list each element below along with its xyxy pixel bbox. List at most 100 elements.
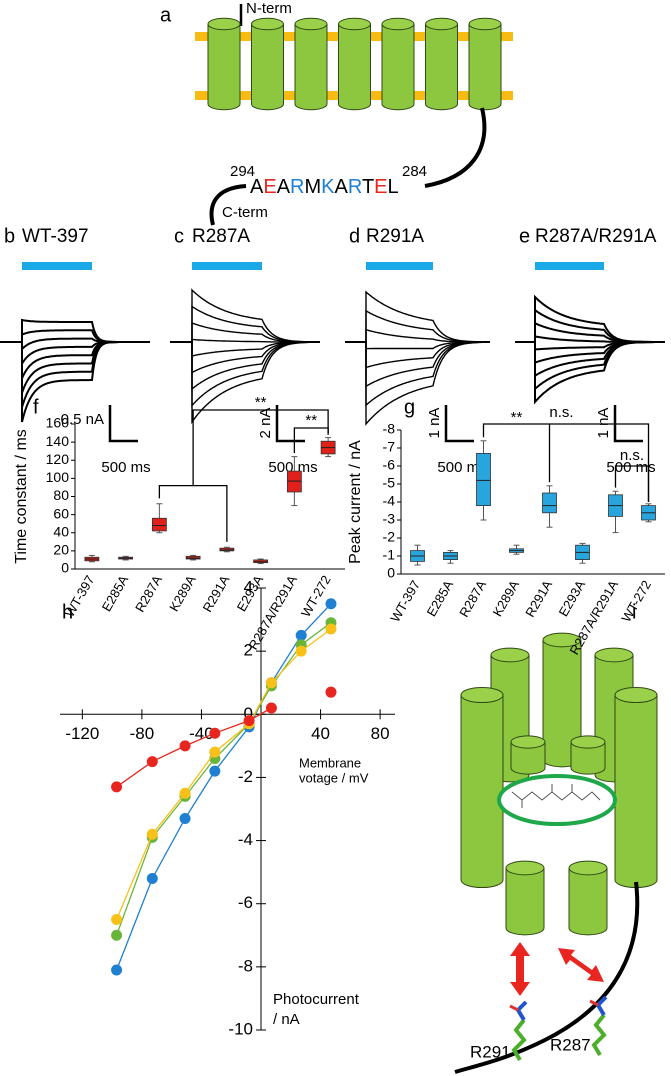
y-tick-label: 0	[61, 560, 69, 576]
x-tick-label: 80	[371, 724, 390, 743]
cylinder-top	[568, 860, 608, 876]
cylinder-top	[614, 686, 658, 704]
light-bar	[192, 262, 262, 270]
x-axis-label: votage / mV	[299, 771, 369, 786]
data-point	[179, 812, 191, 824]
x-tick-label: E293A	[556, 577, 589, 619]
current-scale: 1 nA	[595, 408, 612, 439]
cylinder	[338, 23, 371, 111]
panel-i: i R291 R287	[454, 601, 658, 1074]
significance-bracket	[192, 409, 329, 486]
cylinder	[425, 23, 458, 111]
cylinder-top	[294, 17, 328, 31]
y-tick-label: -4	[383, 493, 396, 509]
x-tick-label: 40	[311, 724, 330, 743]
data-point	[179, 787, 191, 799]
c-tail	[424, 107, 487, 188]
y-tick-label: 4	[244, 577, 253, 596]
scale-bar	[613, 405, 643, 443]
current-trace	[345, 341, 491, 426]
data-point	[111, 929, 123, 941]
y-tick-label: -8	[238, 956, 253, 975]
scale-bar	[108, 405, 138, 443]
cylinder	[510, 741, 546, 775]
x-tick-label: WT-397	[387, 578, 423, 625]
y-axis-label: / nA	[273, 1011, 300, 1028]
residue: R	[290, 176, 304, 198]
y-tick-label: 160	[46, 415, 70, 431]
c-tail	[209, 184, 247, 226]
current-trace	[345, 341, 490, 407]
panel-label: i	[632, 601, 636, 623]
data-point	[325, 623, 337, 635]
y-tick-label: -10	[228, 1019, 253, 1038]
panel-label: c	[174, 225, 184, 247]
y-tick-label: 140	[46, 433, 70, 449]
cylinder	[568, 867, 608, 936]
y-tick-label: -6	[383, 457, 396, 473]
data-point	[209, 727, 221, 739]
x-tick-label: -120	[65, 724, 99, 743]
panel-a: a N-term 294 284 AEARMKARTEL C-term	[160, 0, 513, 226]
y-tick-label: -3	[383, 511, 396, 527]
panel-label: e	[519, 225, 530, 247]
time-scale: 500 ms	[101, 459, 150, 476]
residue: A	[335, 176, 349, 198]
side-chain	[589, 999, 599, 1007]
y-tick-label: 2	[244, 641, 253, 660]
current-trace	[345, 328, 490, 343]
residue: K	[321, 176, 335, 198]
cylinder	[468, 23, 502, 111]
cylinder	[251, 23, 284, 111]
current-trace	[515, 341, 665, 405]
residue: E	[374, 176, 387, 198]
y-axis-label: Peak current / nA	[347, 440, 364, 564]
cylinder	[570, 741, 606, 775]
x-tick-label: -80	[130, 724, 155, 743]
cylinder	[381, 23, 415, 111]
cylinder-top	[460, 686, 504, 704]
retinal-pocket	[497, 774, 617, 826]
residue: A	[277, 176, 291, 198]
y-tick-label: 40	[53, 523, 69, 539]
residue-number: 294	[230, 163, 255, 180]
arrow	[558, 948, 604, 982]
side-chain	[591, 1013, 607, 1057]
time-scale: 500 ms	[606, 459, 655, 476]
data-point	[111, 914, 123, 925]
c-tail	[454, 881, 640, 1074]
current-scale: 1 nA	[426, 408, 443, 439]
panel-label: d	[349, 225, 360, 247]
significance: n.s.	[620, 447, 644, 464]
y-tick-label: 100	[46, 469, 70, 485]
current-trace	[170, 341, 320, 425]
x-tick-label: K289A	[490, 577, 523, 619]
y-tick-label: 0	[244, 704, 253, 723]
x-axis-label: Membrane	[299, 756, 361, 771]
y-tick-label: 20	[53, 542, 69, 558]
y-tick-label: -6	[238, 893, 253, 912]
residue: T	[362, 176, 374, 198]
y-tick-label: -5	[383, 475, 396, 491]
cylinder-top	[570, 735, 606, 749]
residue-label: R291	[470, 1042, 511, 1061]
residue: L	[388, 176, 399, 198]
x-tick-label: R291A	[200, 572, 233, 614]
residue: M	[304, 176, 321, 198]
y-tick-label: -2	[238, 767, 253, 786]
data-point	[295, 645, 307, 657]
residue-label: R287	[550, 1035, 591, 1054]
significance: n.s.	[549, 404, 573, 421]
cylinder-top	[425, 17, 458, 31]
y-tick-label: 80	[53, 487, 69, 503]
cylinder-top	[381, 17, 415, 31]
box	[476, 452, 491, 506]
cylinder-top	[468, 17, 502, 31]
cylinder-top	[338, 17, 371, 31]
scale-bar	[444, 405, 474, 443]
panel-label: a	[160, 4, 172, 26]
significance: **	[511, 409, 523, 426]
significance: **	[255, 394, 267, 411]
significance-bracket	[482, 423, 650, 502]
